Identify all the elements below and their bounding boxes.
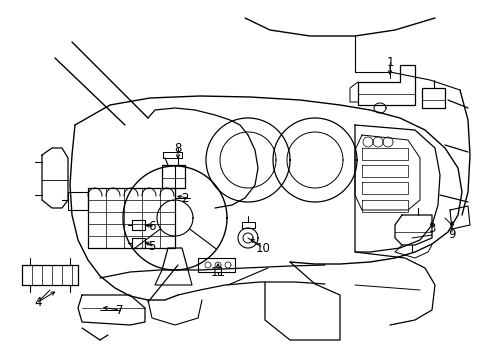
- Text: 8: 8: [174, 141, 182, 154]
- Text: 5: 5: [148, 239, 155, 252]
- Text: 1: 1: [386, 55, 393, 68]
- Text: 2: 2: [181, 192, 188, 204]
- Text: 10: 10: [255, 242, 270, 255]
- Text: 9: 9: [447, 229, 455, 242]
- Text: 4: 4: [34, 296, 41, 309]
- Text: 11: 11: [210, 266, 225, 279]
- Text: 3: 3: [427, 221, 435, 234]
- Text: 7: 7: [116, 303, 123, 316]
- Text: 6: 6: [148, 220, 156, 233]
